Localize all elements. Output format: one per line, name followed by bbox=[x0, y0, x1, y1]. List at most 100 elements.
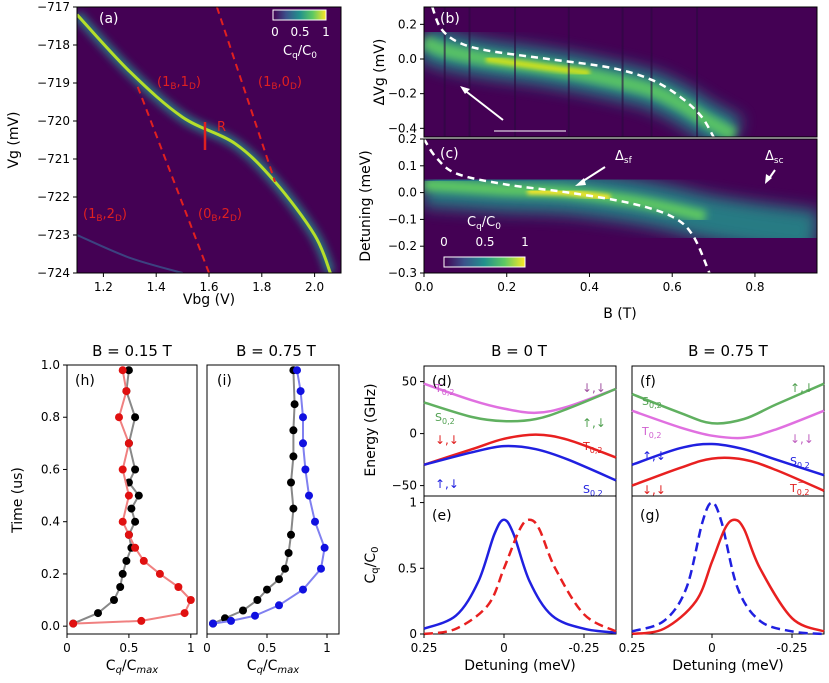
series-red-line bbox=[73, 370, 192, 625]
panel-a-y-ticklabel-1: −718 bbox=[37, 38, 70, 52]
energy-curve-1 bbox=[631, 409, 825, 440]
panel-a-cbar-tick-1: 0.5 bbox=[290, 25, 309, 39]
panel-a-label: (a) bbox=[99, 11, 119, 27]
series-black-point-9 bbox=[289, 504, 298, 513]
panel-i-xticks: 0 0.5 1 bbox=[203, 634, 331, 655]
panel-a-lines bbox=[77, 7, 332, 273]
series-blue-point-3 bbox=[275, 601, 283, 610]
series-black-point-16 bbox=[124, 366, 133, 375]
panel-a-y-ticklabel-3: −720 bbox=[37, 114, 70, 128]
series-black-point-9 bbox=[127, 504, 136, 513]
state-label-d-dd-left: ↓,↓ bbox=[435, 433, 459, 447]
series-black-point-1 bbox=[94, 609, 102, 618]
state-label-f-ud-left: ↑,↓ bbox=[642, 449, 666, 463]
panel-a-cbar-label: Cq/C0 bbox=[283, 44, 317, 61]
series-black-point-14 bbox=[131, 413, 140, 422]
panel-a-xlabel: Vbg (V) bbox=[183, 292, 235, 308]
boundary-line-left bbox=[136, 86, 210, 273]
panel-b-ylabel: ΔVg (mV) bbox=[372, 39, 388, 106]
series-black-point-12 bbox=[131, 465, 140, 474]
series-black-point-1 bbox=[221, 614, 229, 623]
panel-a-x-ticklabel-3: 1.8 bbox=[252, 280, 271, 294]
panel-a-y-ticklabel-0: −717 bbox=[37, 0, 70, 14]
panel-i-x-ticklabel-2: 1 bbox=[323, 641, 331, 655]
series-red-point-11 bbox=[118, 465, 127, 474]
series-black-point-5 bbox=[275, 575, 283, 584]
panel-d-y-ticklabel-0: 50 bbox=[402, 375, 417, 389]
series-black-point-11 bbox=[289, 452, 298, 461]
panel-h-y-ticklabel-5: 1.0 bbox=[41, 358, 60, 372]
panel-h-label: (h) bbox=[75, 373, 95, 389]
panel-c-cbar-label: Cq/C0 bbox=[467, 215, 501, 232]
panel-a-y-ticklabel-5: −722 bbox=[37, 190, 70, 204]
panel-c-x-ticklabel-3: 0.6 bbox=[663, 280, 682, 294]
panel-g-xticks: 0.25 0 -0.25 bbox=[619, 634, 808, 655]
panel-d-data bbox=[423, 382, 617, 482]
panel-g: 0.25 0 -0.25 (g) Detuning (meV) bbox=[619, 495, 825, 674]
panel-a-ylabel: Vg (mV) bbox=[6, 111, 22, 168]
panel-a-x-ticklabel-4: 2.0 bbox=[305, 280, 324, 294]
panel-e-xticks: 0.25 0 -0.25 bbox=[411, 634, 600, 655]
series-red-point-13 bbox=[115, 413, 123, 422]
series-black-point-2 bbox=[239, 606, 247, 615]
panel-g-xlabel: Detuning (meV) bbox=[672, 658, 783, 674]
panel-a-x-ticklabel-2: 1.6 bbox=[199, 280, 218, 294]
series-black-point-13 bbox=[290, 400, 299, 409]
panel-c-x-ticklabel-4: 0.8 bbox=[745, 280, 764, 294]
panel-h-y-ticklabel-1: 0.2 bbox=[41, 567, 60, 581]
panel-c-cbar-tick-0: 0 bbox=[440, 235, 448, 249]
energy-curve-3 bbox=[631, 456, 825, 492]
panel-c-x-ticklabel-2: 0.4 bbox=[580, 280, 599, 294]
panel-g-label: (g) bbox=[640, 508, 660, 524]
energy-curve-1 bbox=[423, 387, 617, 423]
boundary-line-right bbox=[215, 7, 276, 183]
panel-b: 0.20.0−0.2−0.4 ΔVg (mV) (b) √ Δsc2 + Δsf… bbox=[372, 6, 818, 160]
panel-b-band-bright bbox=[485, 56, 590, 76]
series-black-point-4 bbox=[263, 585, 271, 594]
series-black-point-2 bbox=[110, 596, 118, 604]
panel-f-title: B = 0.75 T bbox=[688, 342, 769, 360]
panel-e-x-ticklabel-0: 0.25 bbox=[411, 641, 438, 655]
panel-f-label: (f) bbox=[640, 374, 656, 390]
panel-b-y-ticklabel-0: 0.2 bbox=[398, 17, 417, 31]
panel-d-y-ticklabel-1: 0 bbox=[409, 427, 417, 441]
panel-d-ylabel: Energy (GHz) bbox=[363, 383, 379, 476]
panel-h-xticks: 0 0.5 1 bbox=[63, 634, 195, 655]
series-blue-point-5 bbox=[317, 564, 325, 573]
panel-b-y-ticklabel-3: −0.4 bbox=[388, 121, 417, 135]
series-red-point-14 bbox=[122, 387, 131, 396]
panel-c-x-ticklabel-1: 0.2 bbox=[497, 280, 516, 294]
panel-c-y-ticklabel-4: −0.2 bbox=[388, 239, 417, 253]
panel-i-x-ticklabel-1: 0.5 bbox=[257, 641, 276, 655]
panel-i-data bbox=[209, 366, 329, 628]
panel-c-cbar-tick-2: 1 bbox=[521, 235, 529, 249]
cq-curve-0 bbox=[631, 501, 825, 636]
panel-a-background bbox=[77, 7, 341, 273]
series-red-point-15 bbox=[118, 366, 127, 375]
panel-e-yticks: 00.51 bbox=[398, 496, 424, 641]
panel-b-arrow bbox=[462, 88, 504, 121]
panel-c-ylabel: Detuning (meV) bbox=[358, 150, 374, 261]
panel-h-x-ticklabel-0: 0 bbox=[63, 641, 71, 655]
series-red-point-9 bbox=[118, 517, 127, 526]
panel-a-y-ticklabel-6: −723 bbox=[37, 228, 70, 242]
panel-i-xlabel: Cq/Cmax bbox=[247, 658, 300, 676]
panel-a-cbar-tick-0: 0 bbox=[271, 25, 279, 39]
panel-d-y-ticklabel-2: −50 bbox=[392, 479, 417, 493]
panel-d: B = 0 T 500−50 (d) Energy (GHz) T0,2 S0,… bbox=[363, 342, 617, 498]
marker-R-label: R bbox=[217, 120, 226, 135]
panel-b-yticks: 0.2 0.0 −0.2 −0.4 bbox=[388, 17, 424, 135]
state-label-d-ud-left: ↑,↓ bbox=[435, 477, 459, 491]
panel-e-x-ticklabel-2: -0.25 bbox=[568, 641, 599, 655]
panel-b-y-ticklabel-1: 0.0 bbox=[398, 52, 417, 66]
series-blue-point-6 bbox=[320, 543, 329, 552]
series-black-point-7 bbox=[284, 549, 293, 557]
panel-h-data bbox=[69, 366, 195, 628]
panel-b-label: (b) bbox=[440, 11, 460, 27]
panel-f-data bbox=[631, 382, 825, 492]
panel-h-ylabel: Time (us) bbox=[10, 467, 26, 534]
series-red-point-4 bbox=[174, 583, 183, 591]
panel-a-xticks: 1.2 1.4 1.6 1.8 2.0 bbox=[94, 273, 324, 294]
panel-a-y-ticklabel-2: −719 bbox=[37, 76, 70, 90]
